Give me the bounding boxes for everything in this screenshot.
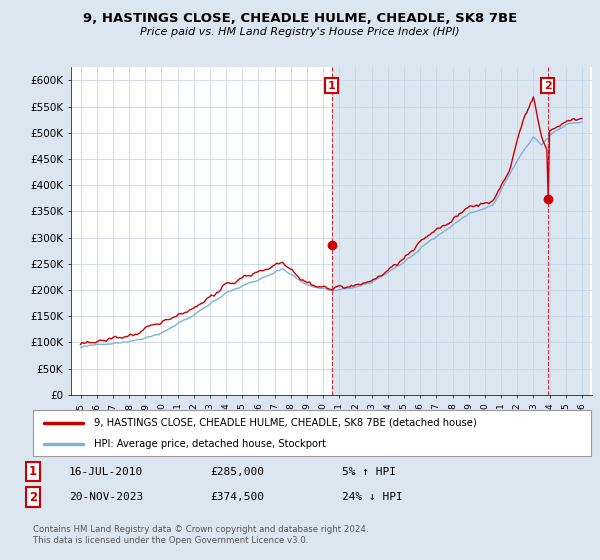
Text: 2: 2 [29, 491, 37, 504]
Text: 9, HASTINGS CLOSE, CHEADLE HULME, CHEADLE, SK8 7BE (detached house): 9, HASTINGS CLOSE, CHEADLE HULME, CHEADL… [94, 418, 477, 428]
Text: £285,000: £285,000 [210, 466, 264, 477]
Text: 20-NOV-2023: 20-NOV-2023 [69, 492, 143, 502]
Text: HPI: Average price, detached house, Stockport: HPI: Average price, detached house, Stoc… [94, 439, 326, 449]
Text: 24% ↓ HPI: 24% ↓ HPI [342, 492, 403, 502]
Text: 1: 1 [29, 465, 37, 478]
Text: Price paid vs. HM Land Registry's House Price Index (HPI): Price paid vs. HM Land Registry's House … [140, 27, 460, 37]
Text: 1: 1 [328, 81, 336, 91]
Text: 5% ↑ HPI: 5% ↑ HPI [342, 466, 396, 477]
Text: 16-JUL-2010: 16-JUL-2010 [69, 466, 143, 477]
Text: 9, HASTINGS CLOSE, CHEADLE HULME, CHEADLE, SK8 7BE: 9, HASTINGS CLOSE, CHEADLE HULME, CHEADL… [83, 12, 517, 25]
Text: £374,500: £374,500 [210, 492, 264, 502]
Text: 2: 2 [544, 81, 551, 91]
Text: Contains HM Land Registry data © Crown copyright and database right 2024.
This d: Contains HM Land Registry data © Crown c… [33, 525, 368, 545]
Bar [332, 67, 590, 395]
